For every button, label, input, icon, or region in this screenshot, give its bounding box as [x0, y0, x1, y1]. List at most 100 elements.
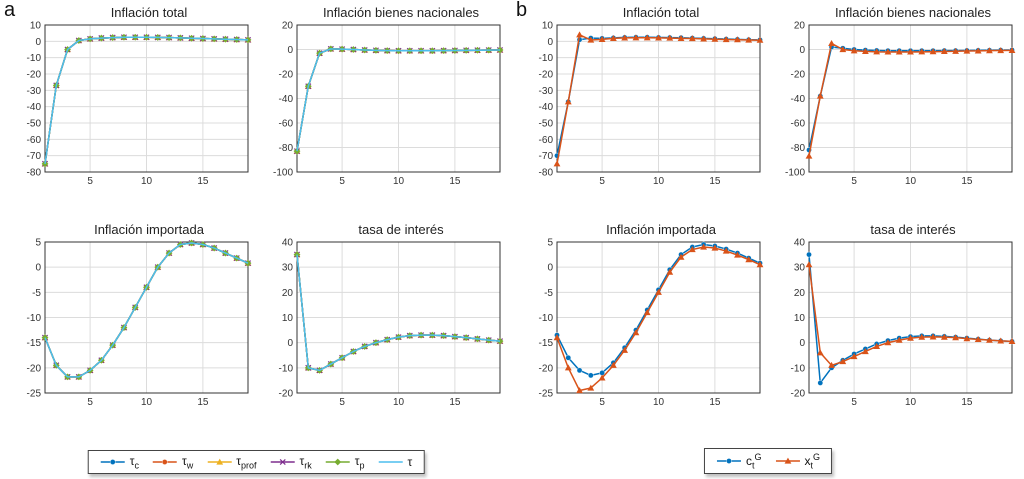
svg-text:5: 5	[87, 176, 93, 187]
svg-text:-40: -40	[791, 94, 806, 105]
chart-title: Inflación importada	[606, 222, 716, 237]
svg-text:-20: -20	[791, 389, 806, 400]
svg-text:5: 5	[599, 397, 605, 408]
legend-item-xtG: xtG	[775, 452, 820, 470]
chart-title: Inflación bienes nacionales	[322, 5, 480, 20]
legend-item-τ: τ	[378, 454, 413, 469]
svg-text:0: 0	[799, 338, 805, 349]
svg-text:-40: -40	[27, 102, 42, 113]
plot-area: -80 -70 -60 -50 -40 -30 -20 -10 0 10 5 10 15	[27, 21, 252, 187]
legend-label: τrk	[299, 453, 312, 470]
svg-text:30: 30	[794, 263, 806, 274]
plot-area: -25 -20 -15 -10 -5 0 5 5 10 15	[539, 238, 764, 408]
legend-swatch-icon	[716, 457, 741, 464]
plot-area: -25 -20 -15 -10 -5 0 5 5 10 15	[27, 238, 252, 408]
svg-text:-80: -80	[791, 143, 806, 154]
svg-text:-80: -80	[279, 143, 294, 154]
svg-text:-20: -20	[279, 389, 294, 400]
legend-item-ctG: ctG	[716, 452, 762, 470]
grid-and-ticks: -20 -10 0 10 20 30 40 5 10 15	[791, 238, 1012, 408]
svg-text:-15: -15	[539, 338, 554, 349]
legend-label: τ	[407, 454, 413, 469]
legend-label: τw	[181, 453, 194, 470]
axes-box	[44, 24, 249, 173]
svg-text:0: 0	[547, 263, 553, 274]
chart-a-inflacion-importada: Inflación importada -25 -20 -15 -10 -5 0 5 5 10 1…	[12, 221, 258, 410]
svg-text:-20: -20	[539, 70, 554, 81]
svg-text:40: 40	[794, 238, 806, 249]
svg-text:15: 15	[197, 397, 209, 408]
legend-item-τc: τc	[100, 454, 139, 470]
chart-title: tasa de interés	[870, 222, 956, 237]
legend-swatch-icon	[207, 458, 232, 465]
svg-text:-100: -100	[785, 168, 805, 179]
svg-text:-60: -60	[539, 135, 554, 146]
svg-text:-5: -5	[32, 288, 41, 299]
series-tau	[44, 242, 249, 378]
svg-text:20: 20	[794, 288, 806, 299]
svg-text:-10: -10	[539, 313, 554, 324]
legend-label: τc	[129, 453, 139, 470]
legend-swatch-icon	[325, 458, 350, 466]
svg-text:-15: -15	[27, 338, 42, 349]
svg-text:20: 20	[282, 21, 294, 32]
svg-text:-80: -80	[539, 168, 554, 179]
plot-area: -100 -80 -60 -40 -20 0 20 5 10 15	[273, 21, 504, 187]
series-tau	[44, 36, 249, 164]
svg-text:10: 10	[905, 176, 917, 187]
legend-label: τprof	[236, 453, 257, 470]
series-x_t_G	[553, 31, 764, 167]
chart-a-inflacion-bienes-nacionales: Inflación bienes nacionales -100 -80 -60 -4…	[264, 4, 510, 189]
svg-text:15: 15	[197, 176, 209, 187]
svg-text:15: 15	[709, 176, 721, 187]
legend-item-τprof: τprof	[206, 453, 257, 470]
grid-and-ticks: -25 -20 -15 -10 -5 0 5 5 10 15	[27, 238, 248, 408]
svg-text:10: 10	[393, 176, 405, 187]
svg-text:-10: -10	[539, 53, 554, 64]
legend-swatch-icon	[775, 457, 800, 464]
svg-text:-60: -60	[279, 119, 294, 130]
grid-and-ticks: -20 -10 0 10 20 30 40 5 10 15	[279, 238, 500, 408]
svg-text:-10: -10	[27, 53, 42, 64]
svg-text:10: 10	[653, 176, 665, 187]
axes-box	[808, 24, 1013, 173]
svg-text:15: 15	[961, 176, 973, 187]
svg-text:15: 15	[449, 397, 461, 408]
axes-box	[296, 241, 501, 394]
svg-text:-5: -5	[544, 288, 553, 299]
svg-text:5: 5	[547, 238, 553, 249]
legend-swatch-icon	[378, 461, 403, 463]
svg-text:0: 0	[799, 45, 805, 56]
svg-text:15: 15	[449, 176, 461, 187]
grid-and-ticks: -100 -80 -60 -40 -20 0 20 5 10 15	[273, 21, 500, 187]
chart-b-inflacion-importada: Inflación importada -25 -20 -15 -10 -5 0 5 5 10 1…	[524, 221, 770, 410]
panel-a-charts-grid: Inflación total -80 -70 -60 -50 -40 -30 -20 -10…	[12, 4, 510, 410]
series-x_t_G	[805, 39, 1016, 159]
svg-text:-10: -10	[27, 313, 42, 324]
svg-text:20: 20	[282, 288, 294, 299]
svg-text:10: 10	[141, 176, 153, 187]
axes-box	[296, 24, 501, 173]
svg-text:-20: -20	[27, 363, 42, 374]
svg-text:5: 5	[35, 238, 41, 249]
grid-and-ticks: -80 -70 -60 -50 -40 -30 -20 -10 0 10 5 10 15	[539, 21, 760, 187]
svg-text:-60: -60	[791, 119, 806, 130]
legend-label: τp	[354, 453, 365, 470]
svg-text:0: 0	[547, 37, 553, 48]
panel-a: a Inflación total -80 -70 -60 -50 -40 -30 -20-…	[4, 0, 510, 474]
svg-text:10: 10	[30, 21, 42, 32]
legend-item-τrk: τrk	[270, 454, 312, 470]
svg-text:-30: -30	[539, 86, 554, 97]
panel-a-label: a	[4, 0, 16, 21]
svg-text:0: 0	[35, 263, 41, 274]
chart-b-inflacion-bienes-nacionales: Inflación bienes nacionales -100 -80 -60 -4…	[776, 4, 1022, 189]
svg-text:0: 0	[35, 37, 41, 48]
svg-text:-40: -40	[539, 102, 554, 113]
svg-text:-60: -60	[27, 135, 42, 146]
panel-b-label: b	[516, 0, 528, 21]
axes-box	[44, 241, 249, 394]
svg-text:10: 10	[905, 397, 917, 408]
series-tau	[296, 254, 501, 372]
svg-text:20: 20	[794, 21, 806, 32]
